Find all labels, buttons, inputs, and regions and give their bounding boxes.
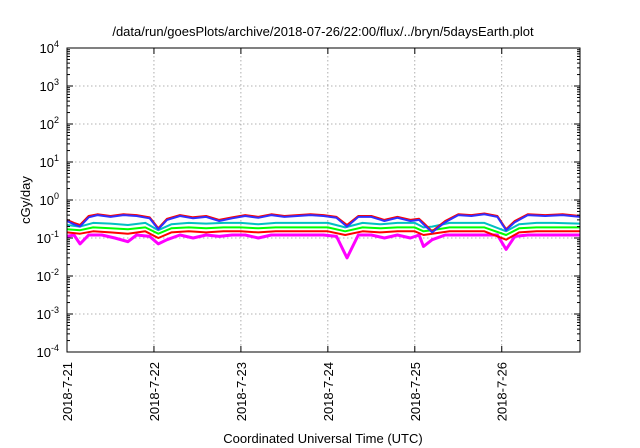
y-tick-label: 102 [40, 115, 59, 132]
series-line-1 [66, 233, 580, 260]
y-tick-label: 10-2 [37, 267, 59, 284]
x-tick-label: 2018-7-25 [408, 362, 423, 421]
x-tick-label: 2018-7-21 [60, 362, 75, 421]
y-tick-label: 104 [40, 39, 59, 56]
y-tick-label: 103 [40, 77, 59, 94]
y-tick-label: 100 [40, 191, 59, 208]
chart-title: /data/run/goesPlots/archive/2018-07-26/2… [112, 24, 534, 39]
y-tick-label: 10-4 [37, 343, 59, 360]
x-tick-label: 2018-7-22 [147, 362, 162, 421]
y-axis: 10-4 10-3 10-2 10-1 100 101 102 103 104 [37, 39, 580, 360]
series-line-6 [66, 213, 581, 234]
grid [67, 48, 580, 352]
series-layer [66, 212, 581, 260]
y-axis-label: cGy/day [18, 176, 33, 224]
series-line-2 [66, 230, 580, 241]
x-tick-label: 2018-7-23 [234, 362, 249, 421]
x-axis: 2018-7-21 2018-7-22 2018-7-23 2018-7-24 2018… [60, 48, 510, 421]
series-line-3 [66, 226, 580, 236]
y-tick-label: 101 [40, 153, 59, 170]
y-tick-label: 10-1 [37, 229, 59, 246]
series-line-4 [66, 221, 581, 233]
x-tick-label: 2018-7-26 [495, 362, 510, 421]
x-axis-label: Coordinated Universal Time (UTC) [223, 431, 422, 446]
x-tick-label: 2018-7-24 [321, 362, 336, 421]
y-tick-label: 10-3 [37, 305, 59, 322]
